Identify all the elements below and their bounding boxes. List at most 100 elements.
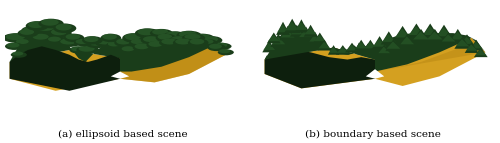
Ellipse shape [140,36,164,44]
Ellipse shape [179,31,196,38]
Polygon shape [308,32,322,44]
Polygon shape [400,36,414,44]
Ellipse shape [71,46,84,51]
Polygon shape [10,46,120,91]
Ellipse shape [168,36,192,44]
Polygon shape [304,27,316,34]
Ellipse shape [41,19,58,26]
Ellipse shape [108,41,120,46]
Ellipse shape [32,23,60,34]
Ellipse shape [26,21,48,31]
Ellipse shape [129,39,148,46]
Polygon shape [318,42,330,48]
Polygon shape [298,26,314,40]
Ellipse shape [120,46,139,53]
Ellipse shape [135,28,160,38]
Polygon shape [268,35,280,41]
Ellipse shape [84,36,98,42]
Polygon shape [394,26,412,40]
Polygon shape [422,26,438,35]
Ellipse shape [46,37,65,44]
Polygon shape [318,40,332,50]
Polygon shape [120,33,230,72]
Ellipse shape [32,34,48,40]
Ellipse shape [173,38,196,47]
Polygon shape [378,44,391,55]
Ellipse shape [6,43,20,48]
Polygon shape [372,36,388,49]
Ellipse shape [94,38,118,47]
Polygon shape [264,47,375,88]
Ellipse shape [213,43,228,48]
Polygon shape [304,25,318,37]
Polygon shape [290,25,304,37]
Ellipse shape [88,40,104,46]
Ellipse shape [202,36,222,44]
Ellipse shape [11,52,27,58]
Ellipse shape [199,39,214,44]
Ellipse shape [211,43,232,50]
Ellipse shape [162,39,178,44]
Text: (a) ellipsoid based scene: (a) ellipsoid based scene [58,130,188,139]
Ellipse shape [138,29,156,35]
Polygon shape [281,29,294,37]
Ellipse shape [152,29,168,35]
Polygon shape [460,37,474,44]
Polygon shape [336,45,349,55]
Ellipse shape [146,41,167,49]
Ellipse shape [64,34,84,42]
Polygon shape [426,29,444,42]
Ellipse shape [30,34,54,42]
Polygon shape [264,28,375,59]
Polygon shape [314,35,326,41]
Ellipse shape [132,43,154,52]
Polygon shape [386,39,402,51]
Polygon shape [272,36,285,44]
Ellipse shape [116,39,130,44]
Ellipse shape [76,46,100,54]
Ellipse shape [164,31,186,40]
Ellipse shape [78,46,94,52]
Ellipse shape [158,34,172,40]
Polygon shape [10,50,120,91]
Polygon shape [356,42,367,48]
Ellipse shape [197,39,218,46]
Polygon shape [459,34,475,46]
Text: (b) boundary based scene: (b) boundary based scene [304,130,440,139]
Polygon shape [427,32,442,39]
Polygon shape [436,28,452,36]
Polygon shape [310,34,321,41]
Ellipse shape [134,43,149,49]
Polygon shape [296,22,308,30]
Ellipse shape [20,29,34,35]
Ellipse shape [24,26,40,33]
Ellipse shape [48,28,72,38]
Polygon shape [440,32,456,44]
Ellipse shape [182,34,205,42]
Polygon shape [276,22,290,35]
Polygon shape [474,47,488,57]
Polygon shape [286,22,299,30]
Ellipse shape [76,39,88,44]
Ellipse shape [219,49,230,53]
Polygon shape [270,34,286,47]
Polygon shape [421,23,440,38]
Ellipse shape [18,29,38,37]
Polygon shape [451,32,464,39]
Ellipse shape [166,31,182,37]
Ellipse shape [28,21,44,28]
Ellipse shape [16,39,28,44]
Polygon shape [328,47,338,53]
Polygon shape [378,47,390,53]
Ellipse shape [48,37,61,42]
Polygon shape [313,32,326,43]
Ellipse shape [51,29,67,35]
Polygon shape [412,29,430,42]
Polygon shape [381,31,397,44]
Polygon shape [382,34,396,42]
Ellipse shape [2,33,30,43]
Ellipse shape [176,31,202,40]
Ellipse shape [14,39,32,46]
Ellipse shape [82,36,103,44]
Polygon shape [120,38,230,82]
